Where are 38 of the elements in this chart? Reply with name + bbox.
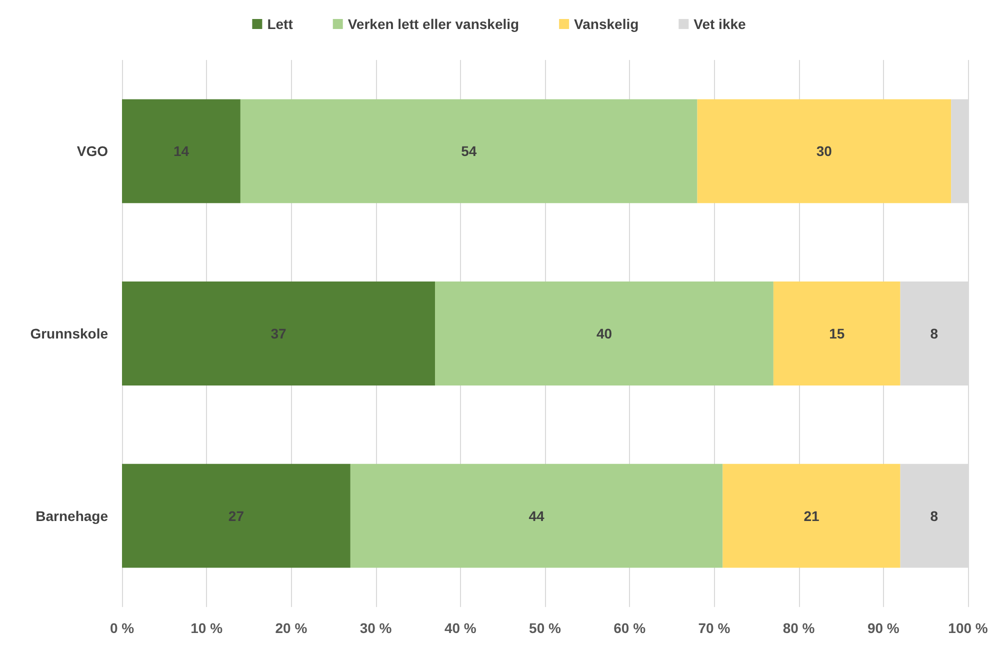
data-label: 21 xyxy=(804,508,820,524)
bar xyxy=(350,464,723,568)
data-label: 15 xyxy=(829,326,845,342)
data-label: 27 xyxy=(228,508,244,524)
bar xyxy=(773,282,900,386)
x-tick-label: 50 % xyxy=(529,620,562,636)
bar xyxy=(240,99,698,204)
data-label: 30 xyxy=(816,143,832,160)
bar xyxy=(435,282,774,386)
data-label: 8 xyxy=(930,326,938,342)
x-tick-label: 70 % xyxy=(698,620,731,636)
x-tick-label: 20 % xyxy=(275,620,308,636)
data-label: 44 xyxy=(528,508,545,524)
data-label: 14 xyxy=(173,143,190,160)
x-tick-label: 40 % xyxy=(444,620,477,636)
y-tick-label: VGO xyxy=(76,143,108,160)
data-label: 40 xyxy=(596,326,612,342)
data-label: 8 xyxy=(930,508,938,524)
data-label: 54 xyxy=(461,143,477,160)
bar xyxy=(722,464,900,568)
y-tick-label: Grunnskole xyxy=(30,326,108,342)
bar xyxy=(122,464,350,568)
y-tick-label: Barnehage xyxy=(36,508,108,524)
bar xyxy=(122,282,436,386)
x-tick-label: 100 % xyxy=(948,620,988,636)
legend-label: Vet ikke xyxy=(694,16,746,32)
x-tick-label: 90 % xyxy=(867,620,900,636)
x-tick-label: 0 % xyxy=(110,620,135,636)
bar xyxy=(697,99,952,204)
x-tick-label: 10 % xyxy=(190,620,224,636)
x-tick-label: 30 % xyxy=(360,620,392,636)
legend-label: Verken lett eller vanskelig xyxy=(348,16,520,32)
legend-label: Lett xyxy=(267,16,294,32)
legend-label: Vanskelig xyxy=(574,16,639,32)
x-tick-label: 80 % xyxy=(782,620,816,636)
data-label: 37 xyxy=(270,326,287,342)
x-tick-label: 60 % xyxy=(614,620,646,636)
bar xyxy=(122,99,240,204)
